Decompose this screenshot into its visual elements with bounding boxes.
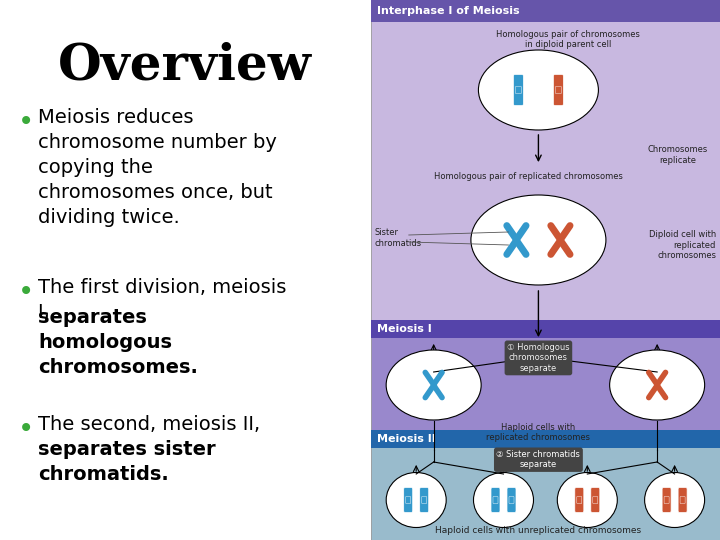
Text: The second, meiosis II,: The second, meiosis II, (38, 415, 260, 459)
Text: Sister
chromatids: Sister chromatids (375, 228, 422, 248)
Text: ① Homologous
chromosomes
separate: ① Homologous chromosomes separate (507, 343, 570, 373)
Ellipse shape (471, 195, 606, 285)
FancyBboxPatch shape (491, 488, 500, 512)
Text: Diploid cell with
replicated
chromosomes: Diploid cell with replicated chromosomes (649, 230, 716, 260)
Text: Meiosis I: Meiosis I (377, 324, 431, 334)
FancyBboxPatch shape (680, 496, 685, 503)
Text: Homologous pair of chromosomes
in diploid parent cell: Homologous pair of chromosomes in diploi… (497, 30, 640, 49)
Text: •: • (18, 108, 35, 136)
Ellipse shape (386, 472, 446, 528)
Ellipse shape (478, 50, 598, 130)
Text: Interphase I of Meiosis: Interphase I of Meiosis (377, 6, 519, 16)
Bar (371, 430, 720, 540)
Bar (371, 430, 720, 448)
FancyBboxPatch shape (513, 75, 523, 105)
Text: Haploid cells with unreplicated chromosomes: Haploid cells with unreplicated chromoso… (436, 526, 642, 535)
FancyBboxPatch shape (507, 488, 516, 512)
FancyBboxPatch shape (662, 488, 671, 512)
FancyBboxPatch shape (575, 488, 584, 512)
Bar (371, 320, 720, 338)
FancyBboxPatch shape (577, 496, 582, 503)
FancyBboxPatch shape (678, 488, 687, 512)
FancyBboxPatch shape (664, 496, 669, 503)
FancyBboxPatch shape (554, 75, 564, 105)
Text: separates sister
chromatids.: separates sister chromatids. (38, 440, 215, 484)
Text: Overview: Overview (58, 42, 312, 91)
Text: Meiosis reduces
chromosome number by
copying the
chromosomes once, but
dividing : Meiosis reduces chromosome number by cop… (38, 108, 277, 227)
Bar (371, 0, 720, 320)
Ellipse shape (386, 350, 481, 420)
FancyBboxPatch shape (591, 488, 600, 512)
Text: Meiosis II: Meiosis II (377, 434, 436, 444)
Text: ① Homologous
chromosomes
separate: ① Homologous chromosomes separate (507, 343, 570, 373)
FancyBboxPatch shape (593, 496, 598, 503)
Ellipse shape (644, 472, 705, 528)
FancyBboxPatch shape (404, 488, 413, 512)
FancyBboxPatch shape (405, 496, 410, 503)
FancyBboxPatch shape (516, 86, 521, 93)
Text: •: • (18, 415, 35, 443)
FancyBboxPatch shape (422, 496, 427, 503)
FancyBboxPatch shape (493, 496, 498, 503)
Text: •: • (18, 278, 35, 306)
FancyBboxPatch shape (555, 86, 562, 93)
Text: Haploid cells with
replicated chromosomes: Haploid cells with replicated chromosome… (487, 423, 590, 442)
Text: The first division, meiosis
I,: The first division, meiosis I, (38, 278, 287, 322)
FancyBboxPatch shape (509, 496, 514, 503)
Bar (371, 0, 720, 22)
Ellipse shape (557, 472, 617, 528)
Text: separates
homologous
chromosomes.: separates homologous chromosomes. (38, 308, 198, 377)
Ellipse shape (610, 350, 705, 420)
Bar (371, 320, 720, 430)
Text: Chromosomes
replicate: Chromosomes replicate (648, 145, 708, 165)
Ellipse shape (474, 472, 534, 528)
Text: ② Sister chromatids
separate: ② Sister chromatids separate (497, 450, 580, 469)
Text: Homologous pair of replicated chromosomes: Homologous pair of replicated chromosome… (434, 172, 623, 181)
FancyBboxPatch shape (420, 488, 428, 512)
